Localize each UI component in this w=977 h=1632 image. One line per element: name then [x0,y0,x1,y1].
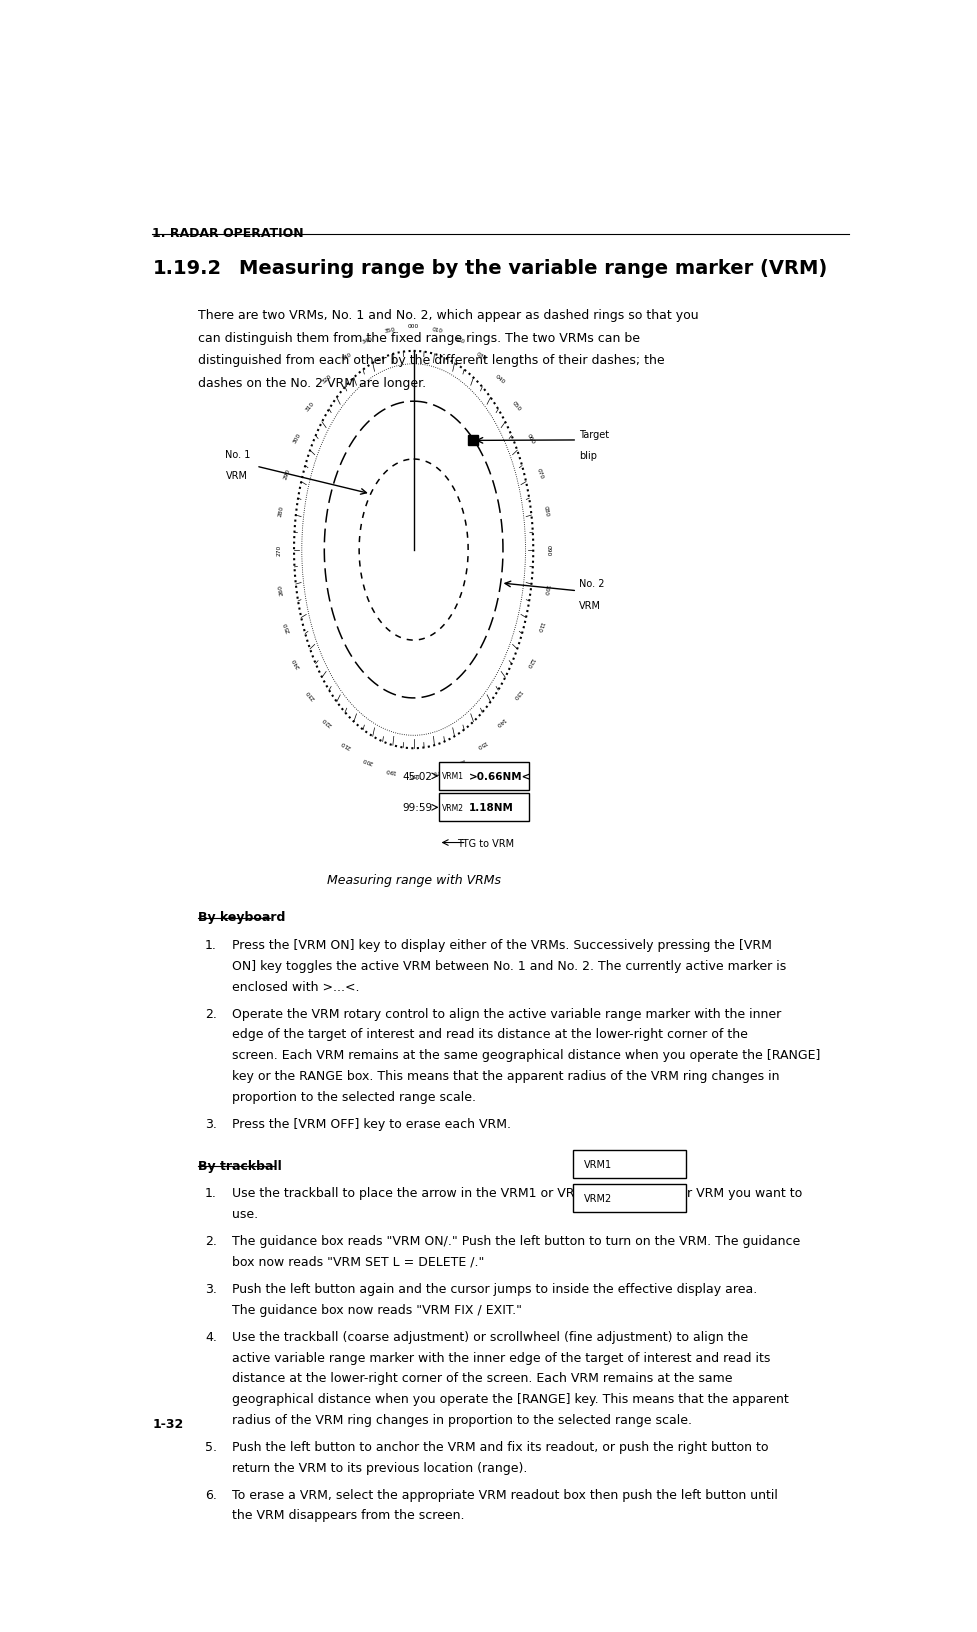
Text: return the VRM to its previous location (range).: return the VRM to its previous location … [232,1461,528,1474]
Text: VRM1: VRM1 [443,772,464,780]
Text: 140: 140 [494,716,506,726]
Text: VRM2: VRM2 [443,803,464,813]
Text: 190: 190 [384,767,396,774]
Text: 100: 100 [543,583,550,596]
Text: The guidance box reads "VRM ON/." Push the left button to turn on the VRM. The g: The guidance box reads "VRM ON/." Push t… [232,1234,800,1247]
Text: ON] key toggles the active VRM between No. 1 and No. 2. The currently active mar: ON] key toggles the active VRM between N… [232,960,786,973]
Text: box now reads "VRM SET L = DELETE /.": box now reads "VRM SET L = DELETE /." [232,1255,485,1268]
Text: key or the RANGE box. This means that the apparent radius of the VRM ring change: key or the RANGE box. This means that th… [232,1069,780,1082]
Text: 330: 330 [340,351,353,361]
Text: Push the left button again and the cursor jumps to inside the effective display : Push the left button again and the curso… [232,1283,757,1296]
Text: Operate the VRM rotary control to align the active variable range marker with th: Operate the VRM rotary control to align … [232,1007,782,1020]
Text: 020: 020 [453,336,466,344]
Text: 110: 110 [536,620,544,633]
Text: 080: 080 [543,506,550,517]
Text: 170: 170 [431,767,443,774]
Text: 070: 070 [536,468,544,480]
Text: edge of the target of interest and read its distance at the lower-right corner o: edge of the target of interest and read … [232,1028,747,1041]
Text: The guidance box now reads "VRM FIX / EXIT.": The guidance box now reads "VRM FIX / EX… [232,1302,522,1315]
Text: 1.: 1. [205,1186,217,1200]
Text: 030: 030 [475,351,488,361]
Text: Use the trackball to place the arrow in the VRM1 or VRM2 box, whichever VRM you : Use the trackball to place the arrow in … [232,1186,802,1200]
Text: 300: 300 [292,432,302,444]
Text: radius of the VRM ring changes in proportion to the selected range scale.: radius of the VRM ring changes in propor… [232,1413,692,1426]
Text: 150: 150 [475,739,488,749]
Text: 200: 200 [361,756,373,765]
Text: 2.: 2. [205,1234,217,1247]
Text: the VRM disappears from the screen.: the VRM disappears from the screen. [232,1508,464,1521]
Text: 060: 060 [526,432,535,444]
Text: geographical distance when you operate the [RANGE] key. This means that the appa: geographical distance when you operate t… [232,1392,788,1405]
Text: 310: 310 [305,400,316,413]
Text: 5.: 5. [205,1439,217,1452]
Text: 340: 340 [361,336,373,344]
Text: 1. RADAR OPERATION: 1. RADAR OPERATION [152,227,304,240]
Text: There are two VRMs, No. 1 and No. 2, which appear as dashed rings so that you: There are two VRMs, No. 1 and No. 2, whi… [198,308,699,322]
Text: Measuring range by the variable range marker (VRM): Measuring range by the variable range ma… [239,258,828,277]
Text: distance at the lower-right corner of the screen. Each VRM remains at the same: distance at the lower-right corner of th… [232,1371,733,1384]
Text: Measuring range with VRMs: Measuring range with VRMs [326,873,500,886]
Text: distinguished from each other by the different lengths of their dashes; the: distinguished from each other by the dif… [198,354,664,367]
Text: Push the left button to anchor the VRM and fix its readout, or push the right bu: Push the left button to anchor the VRM a… [232,1439,769,1452]
Text: To erase a VRM, select the appropriate VRM readout box then push the left button: To erase a VRM, select the appropriate V… [232,1488,778,1501]
Text: dashes on the No. 2 VRM are longer.: dashes on the No. 2 VRM are longer. [198,377,426,390]
Text: 3.: 3. [205,1283,217,1296]
Text: 45:02: 45:02 [403,772,433,782]
FancyBboxPatch shape [573,1151,686,1178]
Text: 000: 000 [408,325,419,330]
Text: can distinguish them from the fixed range rings. The two VRMs can be: can distinguish them from the fixed rang… [198,331,640,344]
FancyBboxPatch shape [439,762,530,790]
Text: blip: blip [578,450,597,460]
Text: active variable range marker with the inner edge of the target of interest and r: active variable range marker with the in… [232,1351,770,1364]
Text: No. 1: No. 1 [225,449,250,459]
Text: enclosed with >...<.: enclosed with >...<. [232,979,360,992]
Text: 1.: 1. [205,938,217,951]
Text: 4.: 4. [205,1330,217,1343]
Text: 240: 240 [292,656,302,667]
FancyBboxPatch shape [573,1185,686,1213]
Text: 280: 280 [277,506,284,517]
Text: 290: 290 [282,468,291,480]
Text: >0.66NM<: >0.66NM< [469,772,531,782]
Text: Target: Target [578,429,609,439]
Text: proportion to the selected range scale.: proportion to the selected range scale. [232,1090,476,1103]
Text: 040: 040 [494,374,506,385]
Text: By trackball: By trackball [198,1159,281,1172]
Text: 220: 220 [321,716,333,728]
Text: 210: 210 [340,739,353,749]
Text: screen. Each VRM remains at the same geographical distance when you operate the : screen. Each VRM remains at the same geo… [232,1048,821,1061]
Text: 270: 270 [276,545,281,557]
Text: VRM: VRM [227,470,248,480]
Text: use.: use. [232,1208,258,1221]
Text: TTG to VRM: TTG to VRM [457,837,514,849]
Text: VRM2: VRM2 [584,1193,613,1203]
Text: 250: 250 [282,620,291,633]
Text: 120: 120 [526,656,535,667]
Text: 050: 050 [511,400,523,413]
Text: No. 2: No. 2 [578,579,604,589]
Text: 260: 260 [277,583,284,596]
Text: VRM1: VRM1 [584,1159,613,1169]
Text: 160: 160 [453,756,466,765]
Text: Use the trackball (coarse adjustment) or scrollwheel (fine adjustment) to align : Use the trackball (coarse adjustment) or… [232,1330,748,1343]
Text: 320: 320 [321,374,333,385]
Text: Press the [VRM ON] key to display either of the VRMs. Successively pressing the : Press the [VRM ON] key to display either… [232,938,772,951]
Text: 230: 230 [305,689,316,700]
Text: 1.18NM: 1.18NM [469,803,514,813]
Text: 2.: 2. [205,1007,217,1020]
Text: Press the [VRM OFF] key to erase each VRM.: Press the [VRM OFF] key to erase each VR… [232,1116,511,1129]
Text: 99:59: 99:59 [403,803,433,813]
Text: 1-32: 1-32 [152,1417,184,1430]
FancyBboxPatch shape [439,795,530,821]
Text: 180: 180 [408,772,419,777]
Text: 010: 010 [431,326,443,333]
Text: 3.: 3. [205,1116,217,1129]
Text: By keyboard: By keyboard [198,911,285,924]
Text: 1.19.2: 1.19.2 [152,258,222,277]
Text: 6.: 6. [205,1488,217,1501]
Text: 130: 130 [511,689,523,700]
Text: 350: 350 [384,326,397,333]
Text: 090: 090 [546,545,551,557]
Text: VRM: VRM [578,601,601,610]
